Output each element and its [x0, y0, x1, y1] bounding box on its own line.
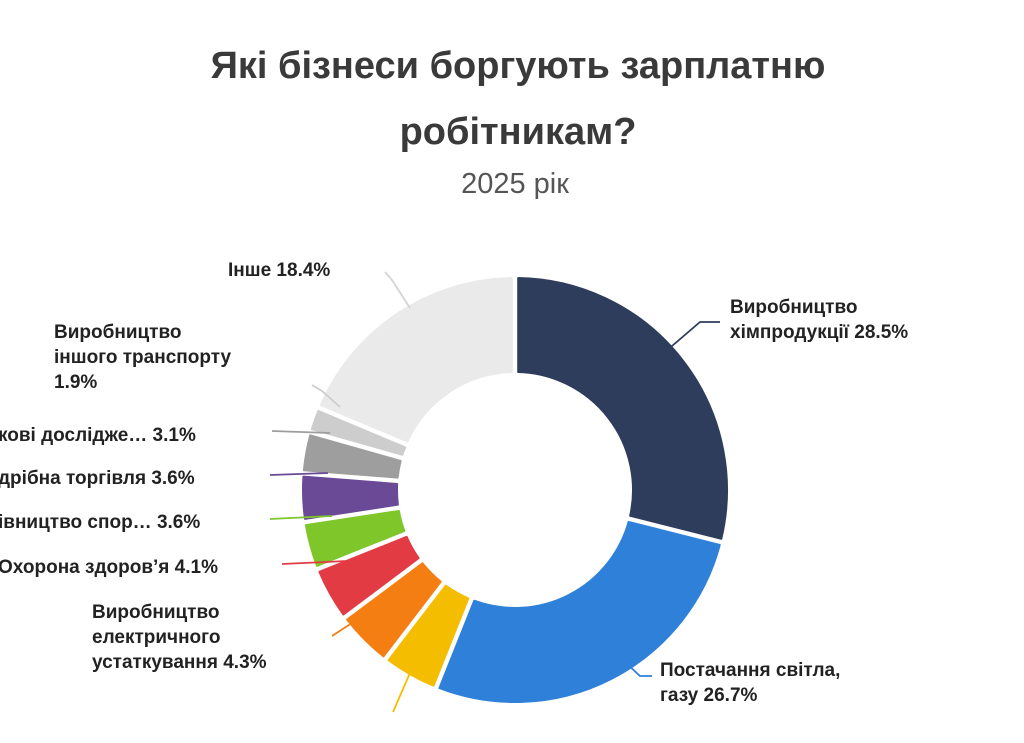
slice-label-2-line-1: Постачання світла, [660, 660, 840, 681]
slice-label-6: івництво спор… 3.6% [0, 512, 200, 533]
slice-label-1-line-1: Виробництво [730, 297, 858, 318]
slice-label-4-line-3: устаткування 4.3% [92, 652, 267, 673]
slice-label-1: Виробництво хімпродукції 28.5% [730, 297, 908, 343]
donut-slice-9 [310, 409, 406, 456]
slice-label-4: Виробництво електричного устаткування 4.3% [92, 602, 267, 673]
donut-slice-6 [304, 509, 406, 567]
slice-label-9-line-3: 1.9% [54, 372, 97, 393]
slice-label-4-line-1: Виробництво [92, 602, 220, 623]
slice-label-7-line-1: дрібна торгівля 3.6% [0, 468, 195, 489]
leader-line-2 [611, 649, 652, 677]
donut-slice-2 [438, 520, 721, 703]
leader-line-6 [269, 515, 333, 520]
slice-label-2-line-2: газу 26.7% [660, 685, 758, 706]
slice-label-10: Інше 18.4% [228, 260, 330, 281]
donut-slice-1 [517, 277, 728, 540]
slice-label-6-line-1: івництво спор… 3.6% [0, 512, 200, 533]
donut-slice-3 [387, 584, 470, 687]
chart-subtitle: 2025 рік [461, 168, 569, 200]
donut-slice-4 [346, 562, 442, 658]
leader-line-5 [281, 560, 348, 565]
leader-lines [269, 271, 720, 713]
donut-slices [302, 277, 728, 703]
donut-slice-7 [302, 475, 399, 520]
slice-label-9-line-2: іншого транспорту [54, 347, 231, 368]
donut-slice-5 [318, 535, 420, 616]
chart-title-line-1: Які бізнеси боргують зарплатню [211, 45, 826, 87]
slice-label-5: Охорона здоров’я 4.1% [0, 557, 218, 578]
slice-label-5-line-1: Охорона здоров’я 4.1% [0, 557, 218, 578]
slice-label-8-line-1: кові дослідже… 3.1% [0, 425, 196, 446]
slice-label-8: кові дослідже… 3.1% [0, 425, 196, 446]
leader-line-8 [271, 430, 331, 434]
slice-label-9: Виробництво іншого транспорту 1.9% [54, 322, 231, 393]
slice-label-1-line-2: хімпродукції 28.5% [730, 322, 908, 343]
slice-label-4-line-2: електричного [92, 627, 220, 648]
donut-slice-8 [302, 434, 402, 479]
leader-line-7 [269, 472, 329, 476]
donut-slice-10 [319, 277, 513, 443]
leader-line-4 [331, 605, 379, 637]
leader-line-1 [664, 321, 720, 353]
leader-line-9 [311, 384, 341, 408]
slice-label-10-line-1: Інше 18.4% [228, 260, 330, 281]
slice-label-9-line-1: Виробництво [54, 322, 182, 343]
slice-label-2: Постачання світла, газу 26.7% [660, 660, 840, 706]
slice-labels: Виробництво хімпродукції 28.5% Постачання … [0, 260, 908, 706]
leader-line-3 [392, 649, 421, 713]
slice-label-7: дрібна торгівля 3.6% [0, 468, 195, 489]
chart-title-line-2: робітникам? [400, 111, 637, 153]
leader-line-10 [384, 271, 411, 309]
